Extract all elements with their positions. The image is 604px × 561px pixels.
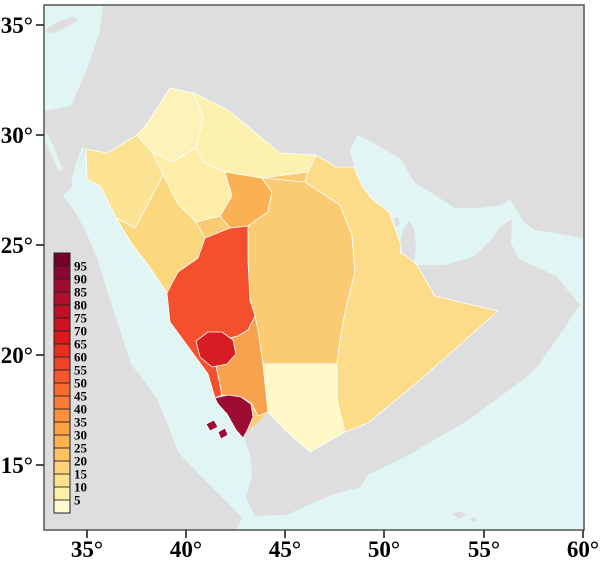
legend-label-75: 75 [74,311,88,326]
legend-cell-18 [54,487,70,500]
legend-label-35: 35 [74,415,88,430]
x-tick-label-60°: 60° [567,537,599,561]
x-tick-label-35°: 35° [71,537,103,561]
neighbor-cyprus [46,17,79,33]
legend-cell-11 [54,396,70,409]
legend-label-95: 95 [74,259,88,274]
y-tick-label-15°: 15° [1,453,33,478]
legend-cell-3 [54,292,70,305]
legend-label-55: 55 [74,363,88,378]
neighbor-north-landmass [44,5,584,238]
legend-cell-5 [54,318,70,331]
legend-cell-6 [54,331,70,344]
neighbor-island-a [452,511,467,519]
legend-label-15: 15 [74,467,88,482]
region-najran [262,363,346,453]
legend-label-50: 50 [74,376,87,391]
y-tick-label-35°: 35° [1,13,33,38]
legend-cell-0 [54,253,70,266]
legend-cell-14 [54,435,70,448]
legend-label-25: 25 [74,441,88,456]
y-tick-label-30°: 30° [1,123,33,148]
region-jazan [214,394,254,439]
region-jazan [217,427,229,440]
legend-label-45: 45 [74,389,88,404]
legend-cell-8 [54,357,70,370]
region-eastern [304,154,499,433]
neighbor-island-b [470,517,477,522]
legend-cell-13 [54,422,70,435]
legend-label-5: 5 [74,493,81,508]
legend-label-80: 80 [74,298,87,313]
x-tick-label-50°: 50° [368,537,400,561]
gulf-of-suez [44,134,62,172]
legend-label-20: 20 [74,454,87,469]
legend-cell-4 [54,305,70,318]
legend-label-30: 30 [74,428,87,443]
legend-cell-16 [54,461,70,474]
legend-label-40: 40 [74,402,87,417]
legend-cell-12 [54,409,70,422]
x-tick-label-55°: 55° [468,537,500,561]
legend-cell-9 [54,370,70,383]
x-tick-label-40°: 40° [170,537,202,561]
legend-label-85: 85 [74,285,88,300]
y-tick-label-25°: 25° [1,233,33,258]
legend-cell-19 [54,500,70,513]
legend-label-70: 70 [74,324,87,339]
region-bahah [195,331,237,368]
y-tick-label-20°: 20° [1,343,33,368]
legend-cell-17 [54,474,70,487]
x-tick-label-45°: 45° [269,537,301,561]
neighbor-qatar [400,221,416,262]
legend-cell-2 [54,279,70,292]
legend-cell-15 [54,448,70,461]
neighbor-africa [44,132,242,530]
legend-label-90: 90 [74,272,87,287]
neighbor-bahrain [394,217,400,227]
legend-cell-10 [54,383,70,396]
region-jazan [205,419,219,432]
gulf-of-aqaba [71,147,85,184]
legend-label-60: 60 [74,350,87,365]
legend-cell-1 [54,266,70,279]
legend-label-65: 65 [74,337,88,352]
plot-border [43,4,585,531]
legend-label-10: 10 [74,480,87,495]
legend-cell-7 [54,344,70,357]
